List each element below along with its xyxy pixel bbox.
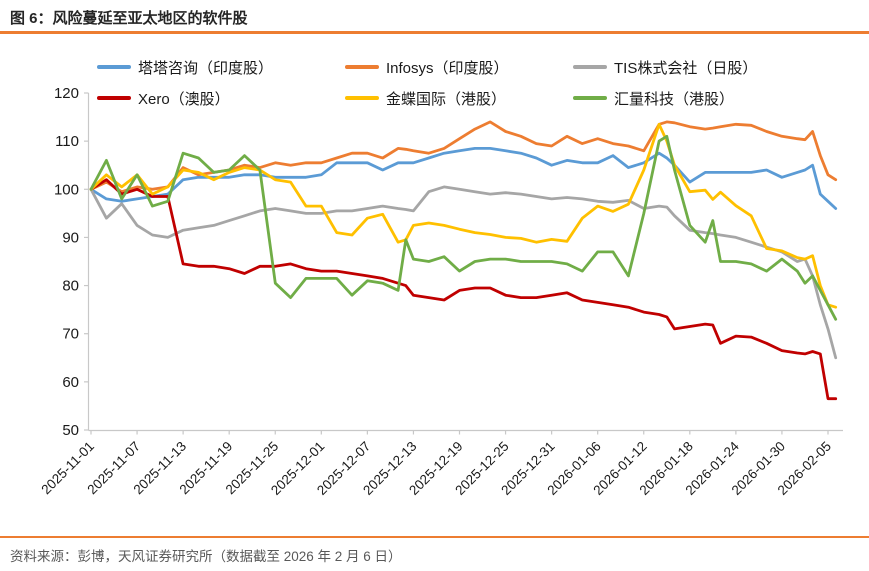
y-tick-label: 100	[54, 181, 79, 198]
y-tick-label: 120	[54, 85, 79, 102]
title-divider	[0, 31, 869, 34]
y-tick-label: 50	[62, 422, 79, 439]
legend-swatch-xero	[97, 96, 131, 100]
legend-label-mobvista: 汇量科技（港股）	[614, 90, 735, 108]
legend-item-kingdee: 金蝶国际（港股）	[345, 88, 506, 108]
series-line-kingdee	[89, 122, 838, 309]
y-tick-label: 70	[62, 326, 79, 343]
legend-item-infosys: Infosys（印度股）	[345, 57, 509, 77]
legend-swatch-tata	[97, 65, 131, 69]
y-tick-label: 90	[62, 229, 79, 246]
legend-label-tata: 塔塔咨询（印度股）	[138, 59, 274, 77]
figure-title: 图 6：风险蔓延至亚太地区的软件股	[10, 10, 248, 27]
legend-item-xero: Xero（澳股）	[97, 88, 230, 108]
series-line-mobvista	[89, 134, 838, 321]
legend-label-tis: TIS株式会社（日股）	[614, 59, 758, 77]
legend-label-infosys: Infosys（印度股）	[386, 59, 509, 77]
legend-item-tis: TIS株式会社（日股）	[573, 57, 757, 77]
y-tick-label: 80	[62, 278, 79, 295]
legend-swatch-tis	[573, 65, 607, 69]
y-tick-label: 60	[62, 374, 79, 391]
y-tick-label: 110	[55, 133, 79, 150]
legend-swatch-mobvista	[573, 96, 607, 100]
footer-divider	[0, 536, 869, 538]
legend-swatch-infosys	[345, 65, 379, 69]
legend-label-kingdee: 金蝶国际（港股）	[386, 90, 507, 108]
legend-item-tata: 塔塔咨询（印度股）	[97, 57, 273, 77]
chart-legend: 塔塔咨询（印度股） Infosys（印度股） TIS株式会社（日股） Xero（澳股）…	[0, 0, 869, 120]
legend-swatch-kingdee	[345, 96, 379, 100]
series-line-infosys	[89, 120, 838, 194]
series-line-tis	[89, 185, 838, 360]
source-note: 资料来源：彭博，天风证券研究所（数据截至 2026 年 2 月 6 日）	[10, 549, 402, 564]
series-line-xero	[89, 178, 838, 401]
series-line-tata	[89, 146, 838, 210]
legend-label-xero: Xero（澳股）	[138, 90, 230, 108]
legend-item-mobvista: 汇量科技（港股）	[573, 88, 734, 108]
